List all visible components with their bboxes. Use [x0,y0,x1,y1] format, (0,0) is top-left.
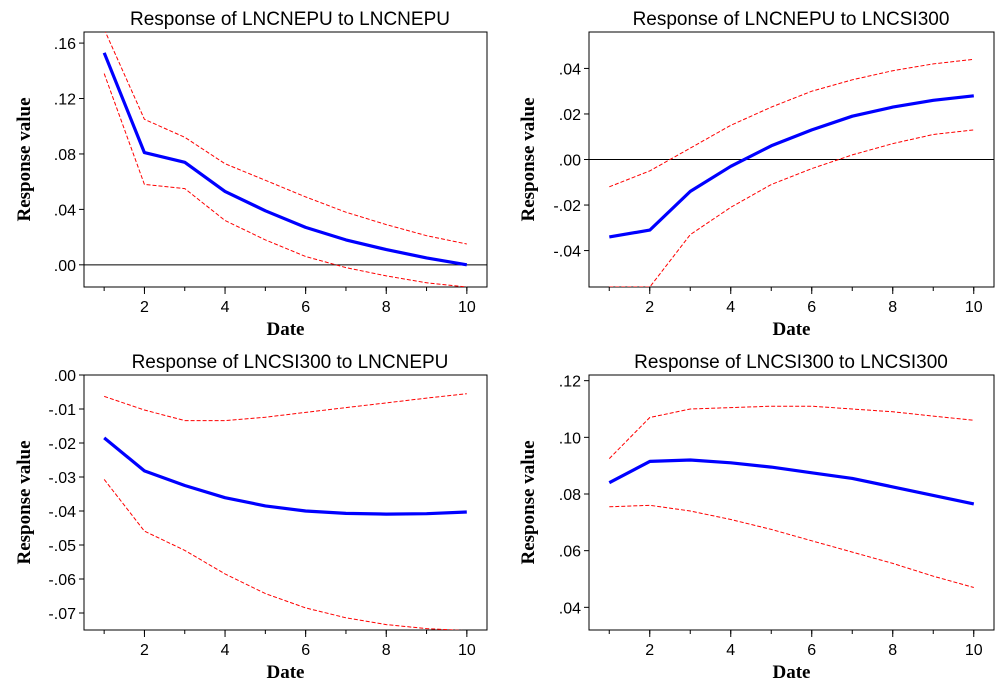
chart-title: Response of LNCNEPU to LNCNEPU [130,9,450,30]
chart-title: Response of LNCSI300 to LNCSI300 [634,352,948,373]
irf-panel-1: Response of LNCNEPU to LNCNEPU .00 .04 .08.… [14,9,488,340]
y-tick-label: -.02 [553,198,581,215]
irf-panel-4: Response of LNCSI300 to LNCSI300 .04 .06 .0… [518,352,995,683]
x-tick-label: 10 [458,299,476,316]
x-tick-label: 4 [221,299,230,316]
x-tick-label: 8 [888,299,897,316]
x-tick-label: 8 [382,642,391,659]
y-tick-label: -.06 [48,572,76,589]
plot-frame [83,374,488,631]
y-tick-label: .04 [559,600,581,617]
chart-title: Response of LNCSI300 to LNCNEPU [132,352,449,373]
x-tick-label: 4 [221,642,230,659]
y-tick-label: .08 [54,147,76,164]
x-tick-label: 2 [140,299,149,316]
confidence-band-upper [104,393,467,422]
y-tick-label: -.02 [48,436,76,453]
y-tick-label: .00 [54,368,76,385]
y-axis-label: Response value [14,97,35,221]
x-tick-label: 2 [645,299,654,316]
y-tick-label: -.04 [48,504,76,521]
x-tick-label: 6 [807,642,816,659]
y-axis-label: Response value [518,440,539,564]
y-tick-label: -.05 [48,538,76,555]
y-axis-label: Response value [518,97,539,221]
y-tick-label: -.07 [48,606,76,623]
x-tick-label: 10 [965,299,983,316]
x-tick-label: 2 [645,642,654,659]
y-tick-label: .00 [559,153,581,170]
impulse-response-line [102,52,468,267]
impulse-response-line [609,94,974,239]
x-tick-label: 8 [888,642,897,659]
y-tick-label: .06 [559,544,581,561]
impulse-response-line [103,436,467,516]
confidence-band-upper [609,58,974,188]
x-tick-label: 8 [382,299,391,316]
y-tick-label: .02 [559,107,581,124]
y-tick-label: -.03 [48,470,76,487]
plot-frame [588,374,995,631]
confidence-band-upper [608,405,974,459]
y-tick-label: .10 [559,430,581,447]
x-tick-label: 10 [458,642,476,659]
x-tick-label: 10 [965,642,983,659]
x-axis-label: Date [773,662,811,683]
y-tick-label: .08 [559,487,581,504]
y-tick-label: -.04 [553,244,581,261]
irf-panel-3: Response of LNCSI300 to LNCNEPU .00 -.01 -.… [14,352,488,683]
y-tick-label: .00 [54,258,76,275]
x-tick-label: 6 [807,299,816,316]
y-axis-label: Response value [14,440,35,564]
y-tick-label: .16 [54,36,76,53]
y-tick-label: -.01 [48,402,76,419]
x-tick-label: 6 [301,642,310,659]
x-axis-label: Date [267,662,305,683]
impulse-response-line [608,458,975,506]
y-tick-label: .04 [559,61,581,78]
confidence-band-lower [103,73,467,287]
y-tick-label: .12 [54,92,76,109]
y-tick-label: .04 [54,202,76,219]
x-axis-label: Date [773,319,811,340]
confidence-band-lower [609,504,974,588]
plot-frame [83,31,488,288]
x-tick-label: 4 [726,299,735,316]
confidence-band-lower [609,129,974,287]
chart-title: Response of LNCNEPU to LNCSI300 [633,9,950,30]
x-tick-label: 6 [301,299,310,316]
irf-panel-2: Response of LNCNEPU to LNCSI300 -.04 -.02.… [518,9,995,340]
x-tick-label: 2 [140,642,149,659]
x-tick-label: 4 [726,642,735,659]
y-tick-label: .12 [559,374,581,391]
confidence-band-lower [103,479,463,630]
x-axis-label: Date [267,319,305,340]
confidence-band-upper [104,32,467,245]
